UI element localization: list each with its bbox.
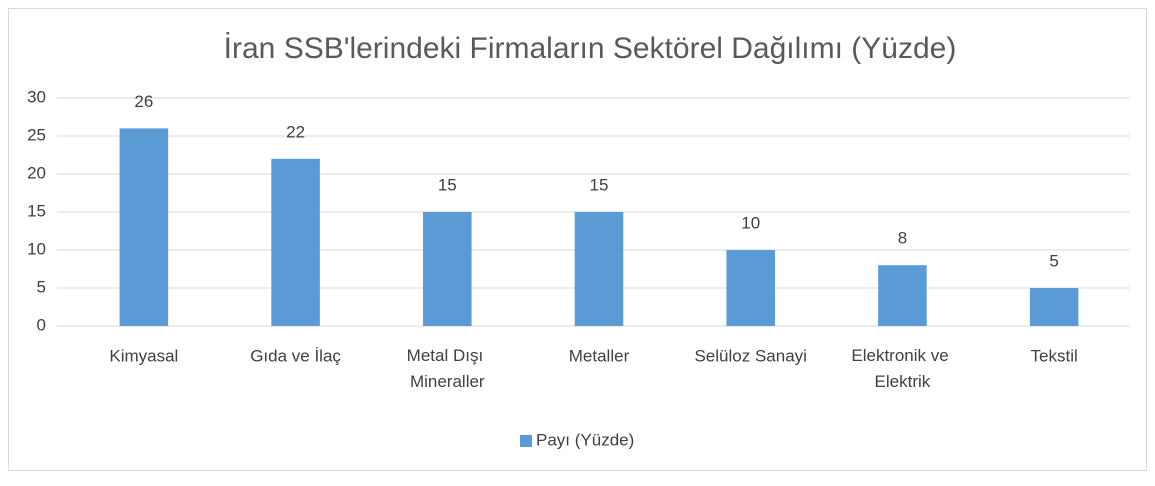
y-tick-label: 5 (37, 277, 46, 296)
data-label: 10 (741, 213, 760, 232)
y-tick-label: 20 (27, 163, 46, 182)
data-label: 5 (1049, 251, 1058, 270)
y-tick-label: 25 (27, 125, 46, 144)
bar (574, 212, 624, 326)
bar (1029, 288, 1079, 326)
x-tick-label: Kimyasal (109, 346, 178, 365)
data-label: 15 (438, 175, 457, 194)
data-label: 8 (898, 229, 907, 248)
bar (726, 250, 775, 326)
y-tick-label: 15 (27, 201, 46, 220)
data-label: 26 (134, 92, 153, 111)
x-tick-label: Tekstil (1031, 346, 1078, 365)
x-tick-label: Elektronik ve Elektrik (851, 346, 953, 391)
legend-swatch (520, 435, 532, 447)
y-tick-label: 0 (37, 315, 46, 334)
y-tick-label: 30 (27, 87, 46, 106)
legend-label: Payı (Yüzde) (536, 430, 634, 449)
bar (271, 158, 320, 326)
chart-title: İran SSB'lerindeki Firmaların Sektörel D… (224, 32, 957, 65)
data-label: 15 (590, 175, 609, 194)
x-tick-label: Metaller (569, 346, 630, 365)
x-tick-label: Selüloz Sanayi (694, 346, 806, 365)
data-label: 22 (286, 122, 305, 141)
bar (119, 128, 169, 326)
x-tick-label: Metal Dışı Mineraller (407, 346, 488, 391)
x-tick-label: Gıda ve İlaç (250, 346, 341, 365)
bar (878, 265, 927, 326)
y-tick-label: 10 (27, 239, 46, 258)
bar (423, 212, 472, 326)
